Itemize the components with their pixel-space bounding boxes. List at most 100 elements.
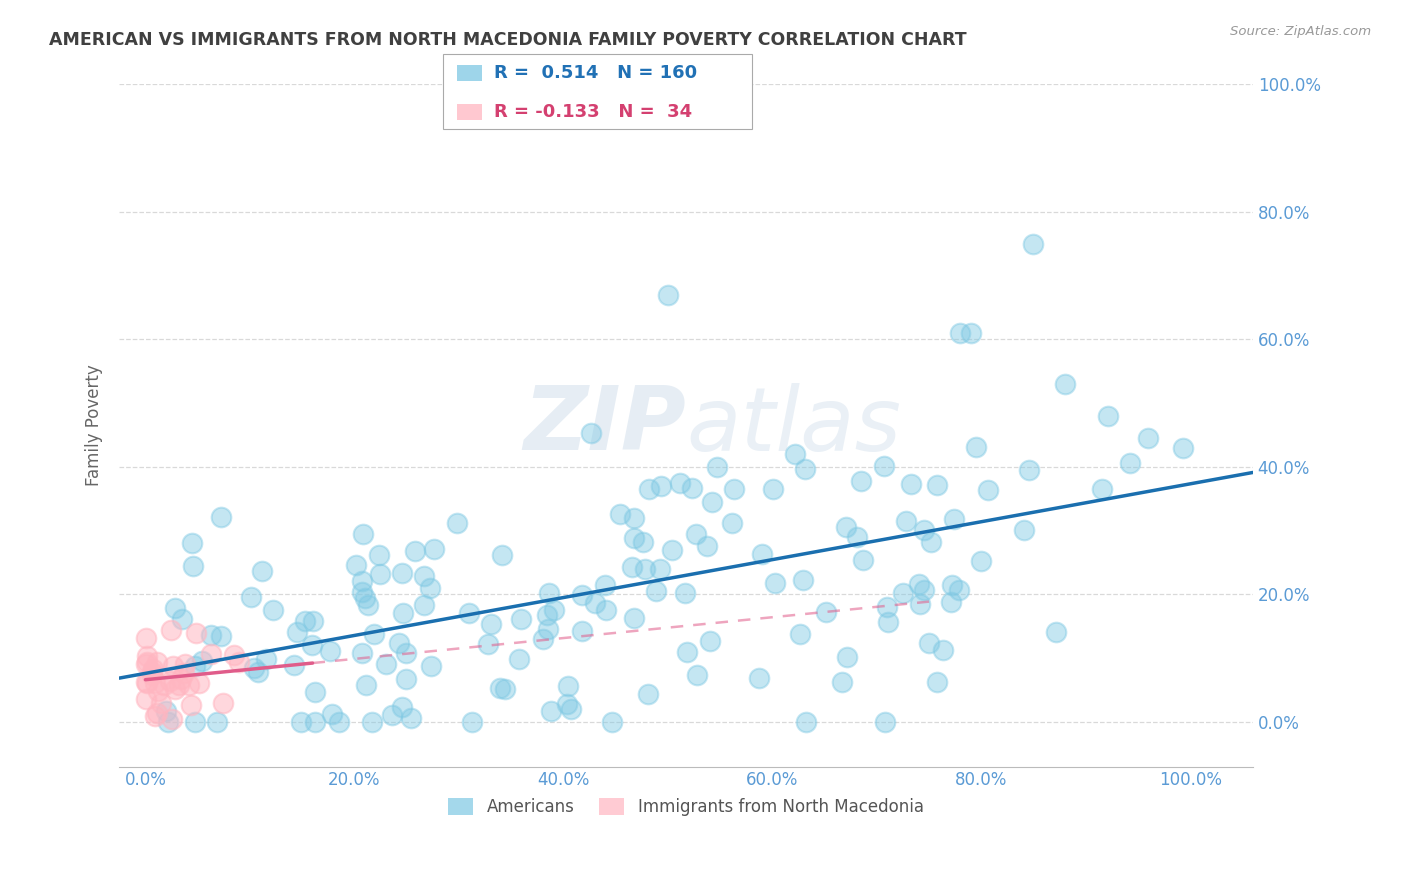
Point bbox=[395, 646, 418, 660]
Point bbox=[283, 657, 305, 672]
Point bbox=[851, 474, 873, 488]
Point bbox=[540, 704, 562, 718]
Point bbox=[146, 684, 169, 698]
Point bbox=[650, 479, 672, 493]
Point bbox=[1022, 236, 1045, 251]
Point bbox=[285, 624, 308, 639]
Point bbox=[531, 632, 554, 646]
Point bbox=[184, 714, 207, 729]
Point bbox=[160, 712, 183, 726]
Point bbox=[638, 482, 661, 496]
Point bbox=[446, 516, 468, 531]
Point bbox=[392, 606, 415, 620]
Point bbox=[1136, 431, 1159, 445]
Point bbox=[354, 591, 377, 606]
Point bbox=[477, 637, 499, 651]
Point bbox=[571, 588, 593, 602]
Point bbox=[579, 425, 602, 440]
Point bbox=[143, 708, 166, 723]
Legend: Americans, Immigrants from North Macedonia: Americans, Immigrants from North Macedon… bbox=[441, 791, 931, 823]
Point bbox=[145, 655, 167, 669]
Point bbox=[170, 612, 193, 626]
Point bbox=[186, 625, 208, 640]
Point bbox=[631, 535, 654, 549]
Point bbox=[180, 698, 202, 712]
Point bbox=[173, 657, 195, 671]
Point bbox=[304, 685, 326, 699]
Point bbox=[212, 697, 235, 711]
Point bbox=[200, 628, 222, 642]
Point bbox=[872, 459, 894, 474]
Point bbox=[457, 607, 479, 621]
Point bbox=[1045, 625, 1067, 640]
Text: atlas: atlas bbox=[686, 383, 901, 468]
Point bbox=[319, 644, 342, 658]
Point bbox=[294, 615, 316, 629]
Point bbox=[170, 672, 193, 686]
Point bbox=[595, 577, 617, 591]
Point bbox=[560, 702, 582, 716]
Point bbox=[648, 561, 671, 575]
Point bbox=[831, 675, 853, 690]
Point bbox=[142, 662, 165, 676]
Point bbox=[363, 627, 385, 641]
Point bbox=[555, 697, 578, 711]
Point bbox=[1091, 483, 1114, 497]
Point bbox=[391, 566, 413, 581]
Point bbox=[835, 520, 858, 534]
Point bbox=[209, 629, 232, 643]
Point bbox=[793, 462, 815, 476]
Point bbox=[706, 460, 728, 475]
Point bbox=[673, 586, 696, 600]
Point bbox=[623, 531, 645, 545]
Point bbox=[367, 548, 389, 562]
Point bbox=[675, 645, 697, 659]
Point bbox=[557, 679, 579, 693]
Point bbox=[900, 476, 922, 491]
Point bbox=[381, 708, 404, 723]
Point bbox=[1012, 523, 1035, 537]
Point bbox=[845, 530, 868, 544]
Point bbox=[661, 543, 683, 558]
Point bbox=[1018, 463, 1040, 477]
Point bbox=[184, 659, 207, 673]
Point bbox=[508, 652, 530, 666]
Point bbox=[228, 655, 250, 669]
Point bbox=[344, 558, 367, 572]
Point bbox=[543, 602, 565, 616]
Point bbox=[762, 482, 785, 496]
Point bbox=[965, 441, 987, 455]
Point bbox=[920, 535, 942, 549]
Point bbox=[941, 595, 963, 609]
Point bbox=[395, 672, 418, 686]
Point bbox=[350, 585, 373, 599]
Point bbox=[1097, 409, 1119, 423]
Point bbox=[814, 605, 837, 619]
Point bbox=[1053, 377, 1076, 392]
Point bbox=[301, 614, 323, 628]
Point bbox=[918, 636, 941, 650]
Point bbox=[976, 483, 998, 497]
Point bbox=[423, 542, 446, 557]
Point bbox=[399, 711, 422, 725]
Point bbox=[720, 516, 742, 530]
Point bbox=[537, 586, 560, 600]
Point bbox=[669, 475, 692, 490]
Point bbox=[141, 668, 163, 682]
Point bbox=[328, 714, 350, 729]
Point bbox=[702, 494, 724, 508]
Point bbox=[145, 676, 167, 690]
Point bbox=[246, 665, 269, 680]
Text: ZIP: ZIP bbox=[523, 382, 686, 469]
Text: Source: ZipAtlas.com: Source: ZipAtlas.com bbox=[1230, 25, 1371, 38]
Point bbox=[1171, 442, 1194, 456]
Point bbox=[146, 706, 169, 721]
Text: R = -0.133   N =  34: R = -0.133 N = 34 bbox=[494, 103, 692, 121]
Point bbox=[167, 678, 190, 692]
Point bbox=[356, 678, 378, 692]
Point bbox=[948, 582, 970, 597]
Point bbox=[162, 659, 184, 673]
Point bbox=[932, 643, 955, 657]
Point bbox=[173, 665, 195, 680]
Point bbox=[391, 700, 413, 714]
